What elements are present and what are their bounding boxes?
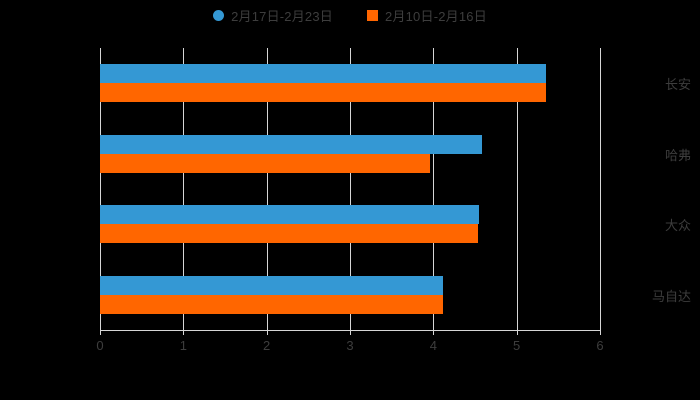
x-tick-mark-5 (516, 330, 518, 335)
legend-entry-series-1[interactable]: 2月17日-2月23日 (213, 6, 333, 25)
bar-3-series-0[interactable] (100, 275, 444, 295)
gridline-x-0 (100, 48, 101, 330)
y-axis-category-label-1: 哈弗 (664, 147, 691, 163)
x-tick-label-3: 3 (346, 338, 354, 353)
legend-label-series-2: 2月10日-2月16日 (385, 9, 487, 24)
x-tick-label-4: 4 (429, 338, 437, 353)
x-tick-label-5: 5 (513, 338, 521, 353)
x-tick-label-6: 6 (596, 338, 604, 353)
bar-0-series-0[interactable] (100, 64, 546, 84)
x-tick-mark-2 (266, 330, 268, 335)
bar-3-series-1[interactable] (100, 294, 444, 314)
bar-0-series-1[interactable] (100, 83, 546, 103)
bar-2-series-0[interactable] (100, 205, 480, 225)
gridline-x-5 (516, 48, 518, 330)
gridline-x-1 (183, 48, 185, 330)
gridline-x-4 (433, 48, 435, 330)
bar-2-series-1[interactable] (100, 224, 479, 244)
chart-legend: 2月17日-2月23日 2月10日-2月16日 (0, 6, 700, 25)
x-tick-mark-3 (350, 330, 351, 335)
y-axis-category-label-0: 长安 (664, 77, 691, 93)
gridline-x-2 (266, 48, 268, 330)
x-tick-mark-6 (600, 330, 601, 335)
gridline-x-6 (600, 48, 601, 330)
x-tick-label-0: 0 (96, 338, 104, 353)
x-tick-mark-4 (433, 330, 435, 335)
bar-1-series-0[interactable] (100, 134, 482, 154)
legend-entry-series-2[interactable]: 2月10日-2月16日 (367, 6, 487, 25)
bar-1-series-1[interactable] (100, 153, 430, 173)
gridline-x-3 (350, 48, 351, 330)
plot-area (100, 48, 601, 330)
x-tick-mark-0 (100, 330, 101, 335)
x-tick-label-2: 2 (263, 338, 271, 353)
x-tick-label-1: 1 (179, 338, 187, 353)
legend-label-series-1: 2月17日-2月23日 (231, 9, 333, 24)
y-axis-category-label-2: 大众 (664, 218, 691, 234)
x-tick-mark-1 (183, 330, 185, 335)
legend-swatch-square-icon (367, 10, 378, 21)
y-axis-category-label-3: 马自达 (651, 288, 691, 304)
legend-swatch-circle-icon (213, 10, 225, 21)
